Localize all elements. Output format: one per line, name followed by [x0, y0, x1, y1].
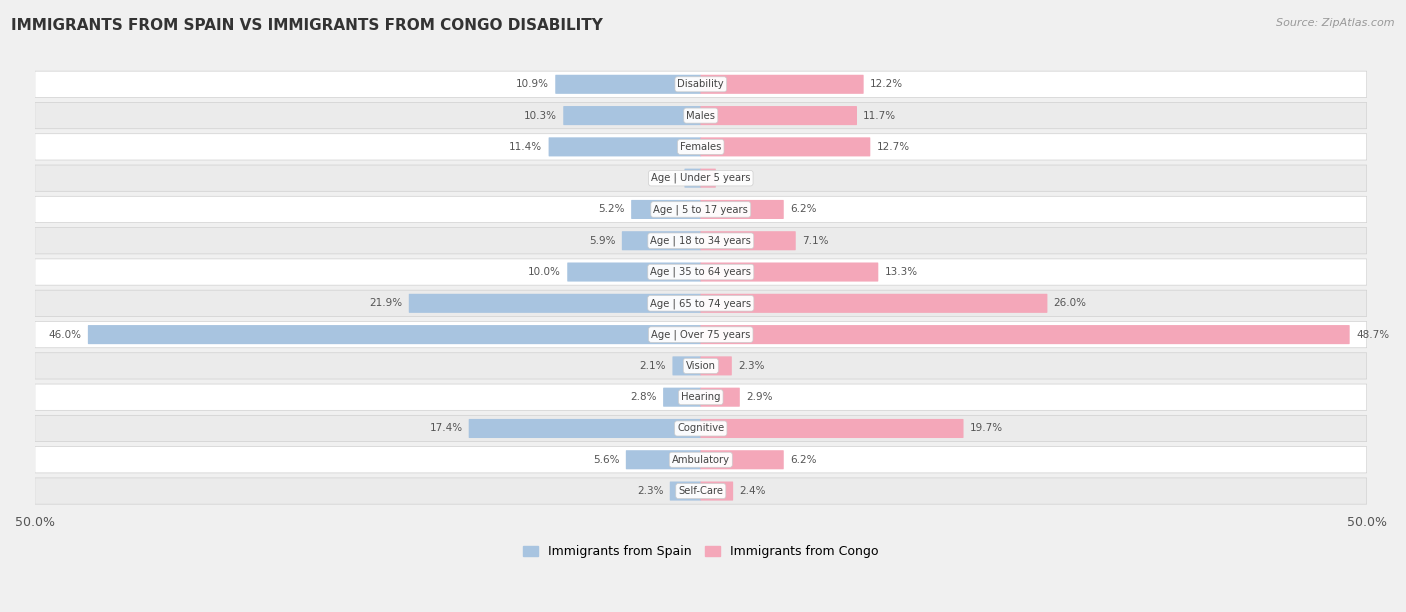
Text: Age | 65 to 74 years: Age | 65 to 74 years — [650, 298, 751, 308]
Text: 19.7%: 19.7% — [970, 424, 1002, 433]
FancyBboxPatch shape — [664, 387, 702, 407]
Text: 12.7%: 12.7% — [876, 142, 910, 152]
Text: Hearing: Hearing — [681, 392, 720, 402]
Text: 7.1%: 7.1% — [801, 236, 828, 246]
FancyBboxPatch shape — [35, 447, 1367, 473]
Text: 6.2%: 6.2% — [790, 204, 817, 214]
FancyBboxPatch shape — [35, 134, 1367, 160]
FancyBboxPatch shape — [700, 419, 963, 438]
FancyBboxPatch shape — [700, 75, 863, 94]
FancyBboxPatch shape — [35, 259, 1367, 285]
Legend: Immigrants from Spain, Immigrants from Congo: Immigrants from Spain, Immigrants from C… — [519, 540, 883, 563]
FancyBboxPatch shape — [35, 165, 1367, 192]
Text: Males: Males — [686, 111, 716, 121]
Text: IMMIGRANTS FROM SPAIN VS IMMIGRANTS FROM CONGO DISABILITY: IMMIGRANTS FROM SPAIN VS IMMIGRANTS FROM… — [11, 18, 603, 34]
FancyBboxPatch shape — [35, 290, 1367, 316]
FancyBboxPatch shape — [669, 482, 702, 501]
FancyBboxPatch shape — [564, 106, 702, 125]
FancyBboxPatch shape — [700, 137, 870, 157]
Text: 5.9%: 5.9% — [589, 236, 616, 246]
Text: 48.7%: 48.7% — [1355, 330, 1389, 340]
Text: 2.9%: 2.9% — [747, 392, 772, 402]
Text: 2.1%: 2.1% — [640, 361, 666, 371]
FancyBboxPatch shape — [621, 231, 702, 250]
Text: Age | 5 to 17 years: Age | 5 to 17 years — [654, 204, 748, 215]
Text: Age | 35 to 64 years: Age | 35 to 64 years — [651, 267, 751, 277]
FancyBboxPatch shape — [700, 294, 1047, 313]
Text: 10.9%: 10.9% — [516, 80, 548, 89]
Text: 2.3%: 2.3% — [738, 361, 765, 371]
Text: 5.2%: 5.2% — [599, 204, 624, 214]
Text: 10.3%: 10.3% — [524, 111, 557, 121]
Text: Age | Under 5 years: Age | Under 5 years — [651, 173, 751, 184]
FancyBboxPatch shape — [700, 482, 733, 501]
Text: 26.0%: 26.0% — [1053, 298, 1087, 308]
Text: 2.4%: 2.4% — [740, 486, 766, 496]
FancyBboxPatch shape — [700, 106, 858, 125]
Text: Age | Over 75 years: Age | Over 75 years — [651, 329, 751, 340]
Text: 1.2%: 1.2% — [651, 173, 678, 183]
FancyBboxPatch shape — [555, 75, 702, 94]
FancyBboxPatch shape — [700, 450, 783, 469]
FancyBboxPatch shape — [35, 196, 1367, 223]
Text: Cognitive: Cognitive — [678, 424, 724, 433]
Text: 10.0%: 10.0% — [529, 267, 561, 277]
FancyBboxPatch shape — [700, 356, 731, 375]
Text: Disability: Disability — [678, 80, 724, 89]
FancyBboxPatch shape — [672, 356, 702, 375]
FancyBboxPatch shape — [87, 325, 702, 344]
FancyBboxPatch shape — [468, 419, 702, 438]
FancyBboxPatch shape — [35, 71, 1367, 97]
FancyBboxPatch shape — [35, 102, 1367, 129]
Text: 11.7%: 11.7% — [863, 111, 897, 121]
Text: 6.2%: 6.2% — [790, 455, 817, 465]
Text: Vision: Vision — [686, 361, 716, 371]
Text: 12.2%: 12.2% — [870, 80, 903, 89]
Text: 46.0%: 46.0% — [49, 330, 82, 340]
Text: Ambulatory: Ambulatory — [672, 455, 730, 465]
FancyBboxPatch shape — [700, 387, 740, 407]
FancyBboxPatch shape — [700, 263, 879, 282]
Text: Females: Females — [681, 142, 721, 152]
Text: 11.4%: 11.4% — [509, 142, 543, 152]
FancyBboxPatch shape — [700, 169, 716, 188]
FancyBboxPatch shape — [626, 450, 702, 469]
Text: Age | 18 to 34 years: Age | 18 to 34 years — [651, 236, 751, 246]
Text: Self-Care: Self-Care — [678, 486, 723, 496]
FancyBboxPatch shape — [685, 169, 702, 188]
FancyBboxPatch shape — [35, 384, 1367, 410]
FancyBboxPatch shape — [548, 137, 702, 157]
FancyBboxPatch shape — [35, 353, 1367, 379]
FancyBboxPatch shape — [700, 325, 1350, 344]
FancyBboxPatch shape — [700, 200, 783, 219]
Text: 5.6%: 5.6% — [593, 455, 620, 465]
Text: 17.4%: 17.4% — [429, 424, 463, 433]
FancyBboxPatch shape — [631, 200, 702, 219]
Text: 13.3%: 13.3% — [884, 267, 918, 277]
FancyBboxPatch shape — [35, 321, 1367, 348]
FancyBboxPatch shape — [35, 416, 1367, 442]
Text: 21.9%: 21.9% — [370, 298, 402, 308]
Text: Source: ZipAtlas.com: Source: ZipAtlas.com — [1277, 18, 1395, 28]
FancyBboxPatch shape — [35, 478, 1367, 504]
Text: 2.3%: 2.3% — [637, 486, 664, 496]
FancyBboxPatch shape — [409, 294, 702, 313]
Text: 1.1%: 1.1% — [723, 173, 748, 183]
FancyBboxPatch shape — [567, 263, 702, 282]
Text: 2.8%: 2.8% — [630, 392, 657, 402]
FancyBboxPatch shape — [700, 231, 796, 250]
FancyBboxPatch shape — [35, 228, 1367, 254]
